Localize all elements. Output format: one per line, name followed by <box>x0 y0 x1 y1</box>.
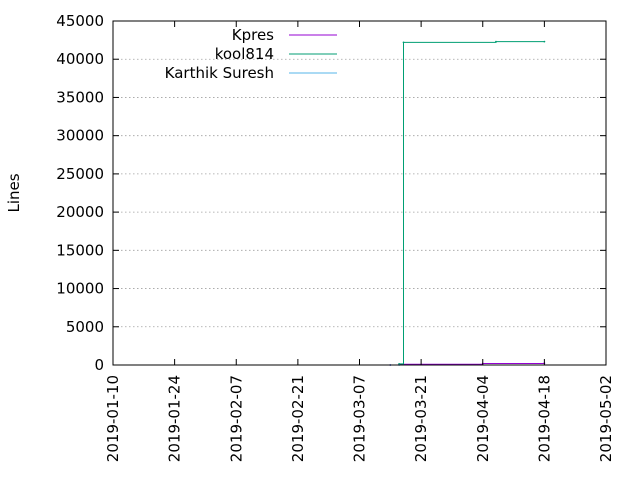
y-tick-label: 10000 <box>56 280 104 298</box>
x-tick-label: 2019-04-18 <box>535 375 553 462</box>
x-tick-label: 2019-02-21 <box>289 375 307 462</box>
x-tick-label: 2019-03-07 <box>351 375 369 462</box>
series-line-2 <box>399 41 545 365</box>
ticks: 0 5000 10000 15000 20000 25000 30000 35000 40000… <box>56 12 615 462</box>
x-tick-label: 2019-01-10 <box>104 375 122 462</box>
legend-label: Kpres <box>232 26 274 44</box>
x-tick-label: 2019-03-21 <box>412 375 430 462</box>
y-axis-label: Lines <box>5 173 23 212</box>
x-tick-label: 2019-05-02 <box>597 375 615 462</box>
legend-label: Karthik Suresh <box>165 64 274 82</box>
y-tick-label: 45000 <box>56 12 104 30</box>
x-tick-label: 2019-01-24 <box>166 375 184 462</box>
legend-label: kool814 <box>215 45 274 63</box>
series-2-point <box>402 41 405 44</box>
y-tick-label: 5000 <box>66 318 104 336</box>
y-tick-label: 40000 <box>56 50 104 68</box>
x-tick-label: 2019-04-04 <box>474 375 492 462</box>
y-tick-label: 35000 <box>56 88 104 106</box>
y-tick-label: 15000 <box>56 241 104 259</box>
series-2-point <box>495 40 497 43</box>
y-tick-label: 0 <box>94 356 104 374</box>
y-tick-label: 20000 <box>56 203 104 221</box>
y-tick-label: 25000 <box>56 165 104 183</box>
x-tick-label: 2019-02-07 <box>227 375 245 462</box>
y-tick-label: 30000 <box>56 127 104 145</box>
series-2-point <box>543 40 546 43</box>
